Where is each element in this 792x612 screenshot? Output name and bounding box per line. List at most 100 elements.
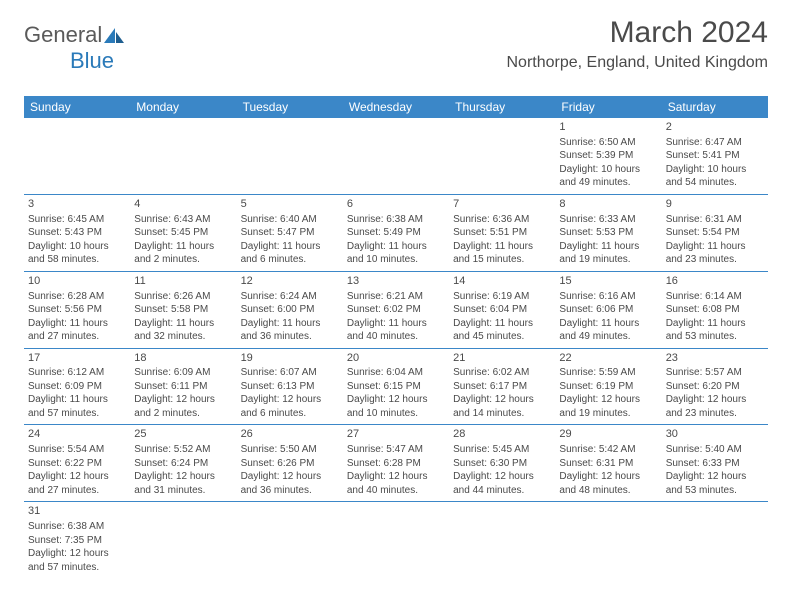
daylight-text-2: and 36 minutes. [241, 484, 339, 498]
dayname: Wednesday [343, 96, 449, 118]
sunrise-text: Sunrise: 5:57 AM [666, 366, 764, 380]
sunrise-text: Sunrise: 6:31 AM [666, 213, 764, 227]
daylight-text-2: and 2 minutes. [134, 253, 232, 267]
day-number: 25 [134, 427, 232, 442]
week-row: 10Sunrise: 6:28 AMSunset: 5:56 PMDayligh… [24, 272, 768, 349]
logo: General Blue [24, 22, 126, 74]
week-row: 17Sunrise: 6:12 AMSunset: 6:09 PMDayligh… [24, 349, 768, 426]
sunset-text: Sunset: 5:41 PM [666, 149, 764, 163]
daylight-text-2: and 45 minutes. [453, 330, 551, 344]
day-number: 4 [134, 197, 232, 212]
day-cell: 2Sunrise: 6:47 AMSunset: 5:41 PMDaylight… [662, 118, 768, 194]
sunrise-text: Sunrise: 6:47 AM [666, 136, 764, 150]
daylight-text-2: and 19 minutes. [559, 407, 657, 421]
daylight-text-2: and 49 minutes. [559, 176, 657, 190]
daylight-text-2: and 40 minutes. [347, 484, 445, 498]
day-number: 5 [241, 197, 339, 212]
day-number: 28 [453, 427, 551, 442]
week-row: 31Sunrise: 6:38 AMSunset: 7:35 PMDayligh… [24, 502, 768, 578]
daylight-text-2: and 31 minutes. [134, 484, 232, 498]
day-cell: 12Sunrise: 6:24 AMSunset: 6:00 PMDayligh… [237, 272, 343, 348]
dayname-row: Sunday Monday Tuesday Wednesday Thursday… [24, 96, 768, 118]
daylight-text: Daylight: 12 hours [28, 470, 126, 484]
empty-cell [237, 118, 343, 194]
sunrise-text: Sunrise: 6:40 AM [241, 213, 339, 227]
daylight-text: Daylight: 11 hours [134, 240, 232, 254]
daylight-text-2: and 10 minutes. [347, 407, 445, 421]
day-number: 18 [134, 351, 232, 366]
day-cell: 7Sunrise: 6:36 AMSunset: 5:51 PMDaylight… [449, 195, 555, 271]
daylight-text-2: and 10 minutes. [347, 253, 445, 267]
day-number: 22 [559, 351, 657, 366]
sunset-text: Sunset: 6:08 PM [666, 303, 764, 317]
sunset-text: Sunset: 6:17 PM [453, 380, 551, 394]
daylight-text-2: and 32 minutes. [134, 330, 232, 344]
daylight-text-2: and 48 minutes. [559, 484, 657, 498]
page-title: March 2024 [507, 16, 769, 50]
daylight-text-2: and 6 minutes. [241, 253, 339, 267]
dayname: Monday [130, 96, 236, 118]
day-number: 2 [666, 120, 764, 135]
day-number: 14 [453, 274, 551, 289]
sunrise-text: Sunrise: 6:26 AM [134, 290, 232, 304]
sunset-text: Sunset: 5:43 PM [28, 226, 126, 240]
day-number: 10 [28, 274, 126, 289]
calendar: Sunday Monday Tuesday Wednesday Thursday… [24, 96, 768, 578]
sunset-text: Sunset: 6:11 PM [134, 380, 232, 394]
sunrise-text: Sunrise: 6:19 AM [453, 290, 551, 304]
day-cell: 14Sunrise: 6:19 AMSunset: 6:04 PMDayligh… [449, 272, 555, 348]
sunset-text: Sunset: 5:51 PM [453, 226, 551, 240]
sunset-text: Sunset: 5:56 PM [28, 303, 126, 317]
daylight-text: Daylight: 11 hours [28, 317, 126, 331]
empty-cell [449, 118, 555, 194]
daylight-text: Daylight: 11 hours [559, 317, 657, 331]
daylight-text: Daylight: 11 hours [559, 240, 657, 254]
week-row: 1Sunrise: 6:50 AMSunset: 5:39 PMDaylight… [24, 118, 768, 195]
daylight-text-2: and 19 minutes. [559, 253, 657, 267]
daylight-text: Daylight: 12 hours [347, 470, 445, 484]
day-cell: 29Sunrise: 5:42 AMSunset: 6:31 PMDayligh… [555, 425, 661, 501]
daylight-text: Daylight: 12 hours [453, 470, 551, 484]
week-row: 24Sunrise: 5:54 AMSunset: 6:22 PMDayligh… [24, 425, 768, 502]
day-cell: 9Sunrise: 6:31 AMSunset: 5:54 PMDaylight… [662, 195, 768, 271]
daylight-text-2: and 15 minutes. [453, 253, 551, 267]
daylight-text-2: and 2 minutes. [134, 407, 232, 421]
sunrise-text: Sunrise: 5:45 AM [453, 443, 551, 457]
day-number: 12 [241, 274, 339, 289]
empty-cell [130, 502, 236, 578]
day-cell: 11Sunrise: 6:26 AMSunset: 5:58 PMDayligh… [130, 272, 236, 348]
sunset-text: Sunset: 6:00 PM [241, 303, 339, 317]
day-number: 27 [347, 427, 445, 442]
daylight-text-2: and 36 minutes. [241, 330, 339, 344]
day-cell: 27Sunrise: 5:47 AMSunset: 6:28 PMDayligh… [343, 425, 449, 501]
day-number: 9 [666, 197, 764, 212]
day-number: 6 [347, 197, 445, 212]
empty-cell [343, 502, 449, 578]
page-header: March 2024 Northorpe, England, United Ki… [507, 16, 769, 72]
day-cell: 30Sunrise: 5:40 AMSunset: 6:33 PMDayligh… [662, 425, 768, 501]
sunrise-text: Sunrise: 6:28 AM [28, 290, 126, 304]
dayname: Friday [555, 96, 661, 118]
day-cell: 23Sunrise: 5:57 AMSunset: 6:20 PMDayligh… [662, 349, 768, 425]
sunrise-text: Sunrise: 6:50 AM [559, 136, 657, 150]
daylight-text: Daylight: 12 hours [559, 470, 657, 484]
day-cell: 15Sunrise: 6:16 AMSunset: 6:06 PMDayligh… [555, 272, 661, 348]
sunrise-text: Sunrise: 6:45 AM [28, 213, 126, 227]
daylight-text: Daylight: 11 hours [347, 240, 445, 254]
sunrise-text: Sunrise: 5:50 AM [241, 443, 339, 457]
day-cell: 28Sunrise: 5:45 AMSunset: 6:30 PMDayligh… [449, 425, 555, 501]
sunrise-text: Sunrise: 6:36 AM [453, 213, 551, 227]
empty-cell [130, 118, 236, 194]
sunset-text: Sunset: 5:58 PM [134, 303, 232, 317]
daylight-text: Daylight: 12 hours [241, 393, 339, 407]
day-number: 13 [347, 274, 445, 289]
sunrise-text: Sunrise: 6:12 AM [28, 366, 126, 380]
empty-cell [449, 502, 555, 578]
day-number: 31 [28, 504, 126, 519]
logo-text-1: General [24, 22, 102, 47]
sunrise-text: Sunrise: 5:52 AM [134, 443, 232, 457]
day-number: 3 [28, 197, 126, 212]
day-cell: 21Sunrise: 6:02 AMSunset: 6:17 PMDayligh… [449, 349, 555, 425]
daylight-text: Daylight: 12 hours [666, 470, 764, 484]
day-number: 17 [28, 351, 126, 366]
